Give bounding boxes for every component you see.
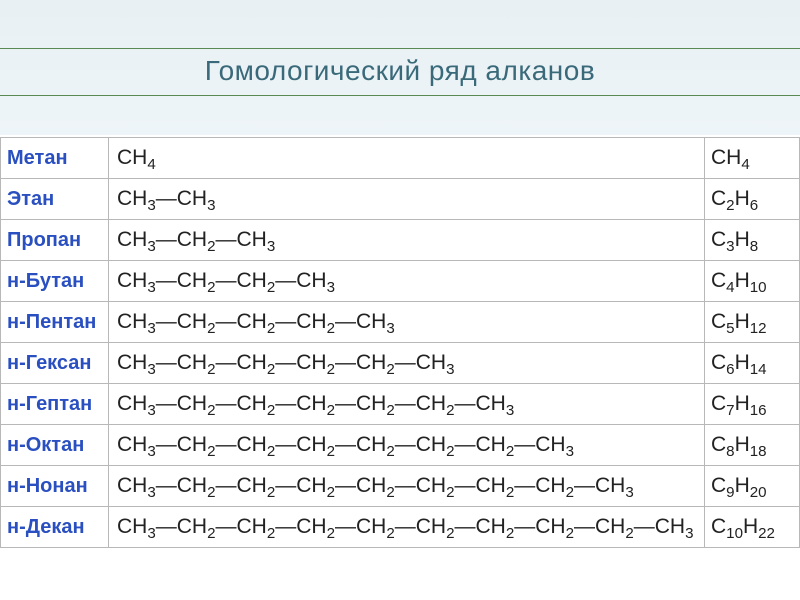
table-row: н-БутанCH3—CH2—CH2—CH3C4H10 — [1, 261, 800, 302]
table-row: н-ОктанCH3—CH2—CH2—CH2—CH2—CH2—CH2—CH3C8… — [1, 425, 800, 466]
molecular-formula: C3H8 — [705, 220, 800, 261]
compound-name: н-Гексан — [1, 343, 109, 384]
compound-name: н-Гептан — [1, 384, 109, 425]
alkanes-table: МетанCH4CH4ЭтанCH3—CH3C2H6ПропанCH3—CH2—… — [0, 137, 800, 548]
page-title: Гомологический ряд алканов — [0, 55, 800, 87]
compound-name: н-Пентан — [1, 302, 109, 343]
alkanes-table-wrap: МетанCH4CH4ЭтанCH3—CH3C2H6ПропанCH3—CH2—… — [0, 137, 800, 548]
structural-formula: CH3—CH2—CH2—CH3 — [109, 261, 705, 302]
structural-formula: CH3—CH2—CH2—CH2—CH3 — [109, 302, 705, 343]
table-row: н-ПентанCH3—CH2—CH2—CH2—CH3C5H12 — [1, 302, 800, 343]
molecular-formula: CH4 — [705, 138, 800, 179]
compound-name: Пропан — [1, 220, 109, 261]
table-row: н-ГексанCH3—CH2—CH2—CH2—CH2—CH3C6H14 — [1, 343, 800, 384]
table-row: н-ГептанCH3—CH2—CH2—CH2—CH2—CH2—CH3C7H16 — [1, 384, 800, 425]
slide: Гомологический ряд алканов МетанCH4CH4Эт… — [0, 0, 800, 600]
structural-formula: CH3—CH3 — [109, 179, 705, 220]
molecular-formula: C5H12 — [705, 302, 800, 343]
compound-name: Метан — [1, 138, 109, 179]
molecular-formula: C4H10 — [705, 261, 800, 302]
molecular-formula: C6H14 — [705, 343, 800, 384]
table-row: ЭтанCH3—CH3C2H6 — [1, 179, 800, 220]
compound-name: Этан — [1, 179, 109, 220]
molecular-formula: C10H22 — [705, 507, 800, 548]
table-row: МетанCH4CH4 — [1, 138, 800, 179]
compound-name: н-Нонан — [1, 466, 109, 507]
structural-formula: CH3—CH2—CH2—CH2—CH2—CH2—CH3 — [109, 384, 705, 425]
table-row: н-ДеканCH3—CH2—CH2—CH2—CH2—CH2—CH2—CH2—C… — [1, 507, 800, 548]
structural-formula: CH3—CH2—CH3 — [109, 220, 705, 261]
structural-formula: CH3—CH2—CH2—CH2—CH2—CH2—CH2—CH3 — [109, 425, 705, 466]
molecular-formula: C2H6 — [705, 179, 800, 220]
molecular-formula: C8H18 — [705, 425, 800, 466]
molecular-formula: C7H16 — [705, 384, 800, 425]
structural-formula: CH4 — [109, 138, 705, 179]
header-region: Гомологический ряд алканов — [0, 0, 800, 135]
molecular-formula: C9H20 — [705, 466, 800, 507]
compound-name: н-Октан — [1, 425, 109, 466]
compound-name: н-Бутан — [1, 261, 109, 302]
structural-formula: CH3—CH2—CH2—CH2—CH2—CH2—CH2—CH2—CH2—CH3 — [109, 507, 705, 548]
structural-formula: CH3—CH2—CH2—CH2—CH2—CH3 — [109, 343, 705, 384]
divider-bottom — [0, 95, 800, 96]
compound-name: н-Декан — [1, 507, 109, 548]
divider-top — [0, 48, 800, 49]
table-row: н-НонанCH3—CH2—CH2—CH2—CH2—CH2—CH2—CH2—C… — [1, 466, 800, 507]
structural-formula: CH3—CH2—CH2—CH2—CH2—CH2—CH2—CH2—CH3 — [109, 466, 705, 507]
table-row: ПропанCH3—CH2—CH3C3H8 — [1, 220, 800, 261]
